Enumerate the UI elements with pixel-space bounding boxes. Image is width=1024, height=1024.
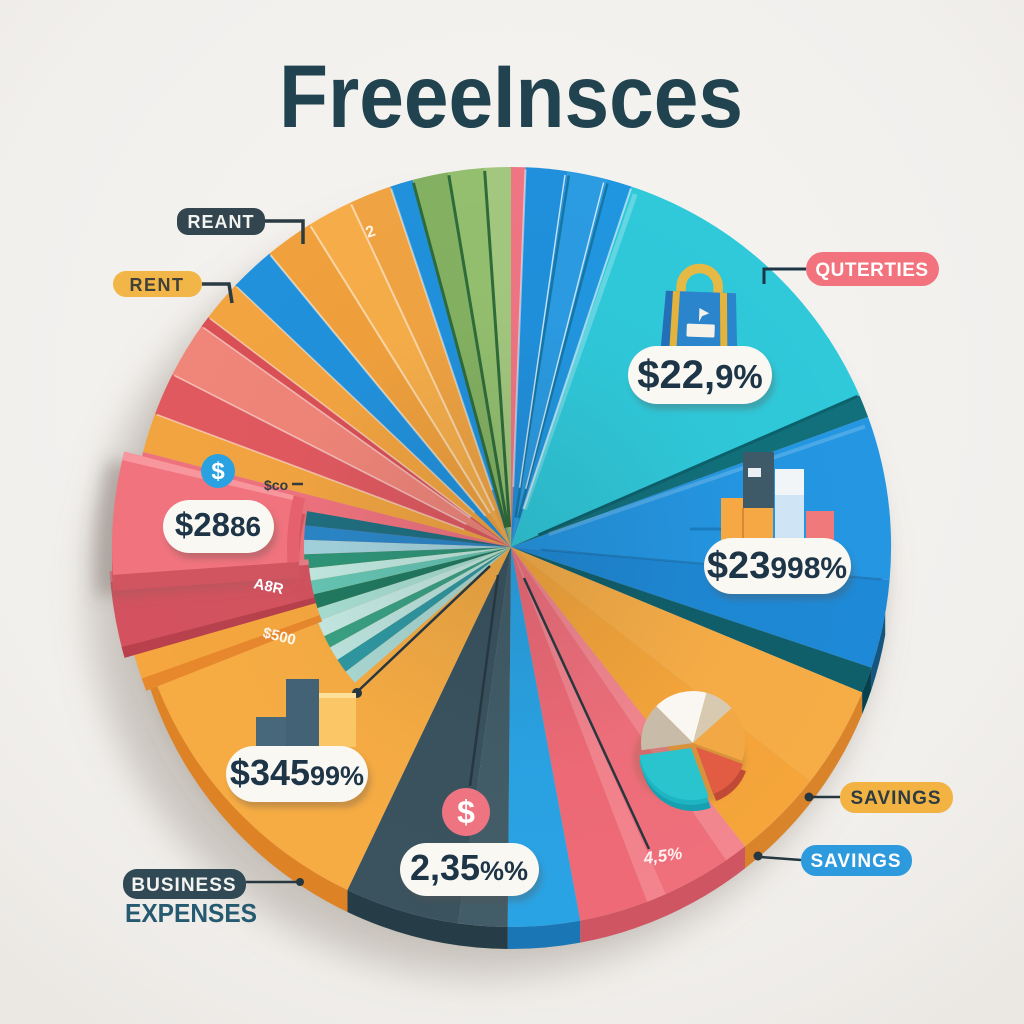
svg-text:BUSINESS: BUSINESS: [131, 875, 236, 896]
svg-text:RENT: RENT: [130, 275, 185, 295]
svg-text:$co: $co: [264, 477, 288, 493]
svg-text:$: $: [211, 458, 225, 485]
svg-text:REANT: REANT: [188, 212, 255, 232]
svg-text:$2886: $2886: [175, 506, 261, 543]
svg-text:$22,9%: $22,9%: [637, 353, 763, 397]
svg-text:QUTERTIES: QUTERTIES: [815, 260, 928, 281]
svg-text:$34599%: $34599%: [230, 752, 364, 793]
svg-text:FreeeInsces: FreeeInsces: [279, 46, 743, 146]
svg-text:A8R: A8R: [252, 575, 285, 598]
svg-text:$: $: [457, 794, 475, 830]
svg-text:EXPENSES: EXPENSES: [125, 898, 257, 928]
svg-text:SAVINGS: SAVINGS: [810, 851, 901, 872]
svg-text:$23998%: $23998%: [707, 545, 847, 587]
svg-text:2,35%%: 2,35%%: [410, 847, 528, 888]
svg-text:SAVINGS: SAVINGS: [850, 788, 941, 809]
